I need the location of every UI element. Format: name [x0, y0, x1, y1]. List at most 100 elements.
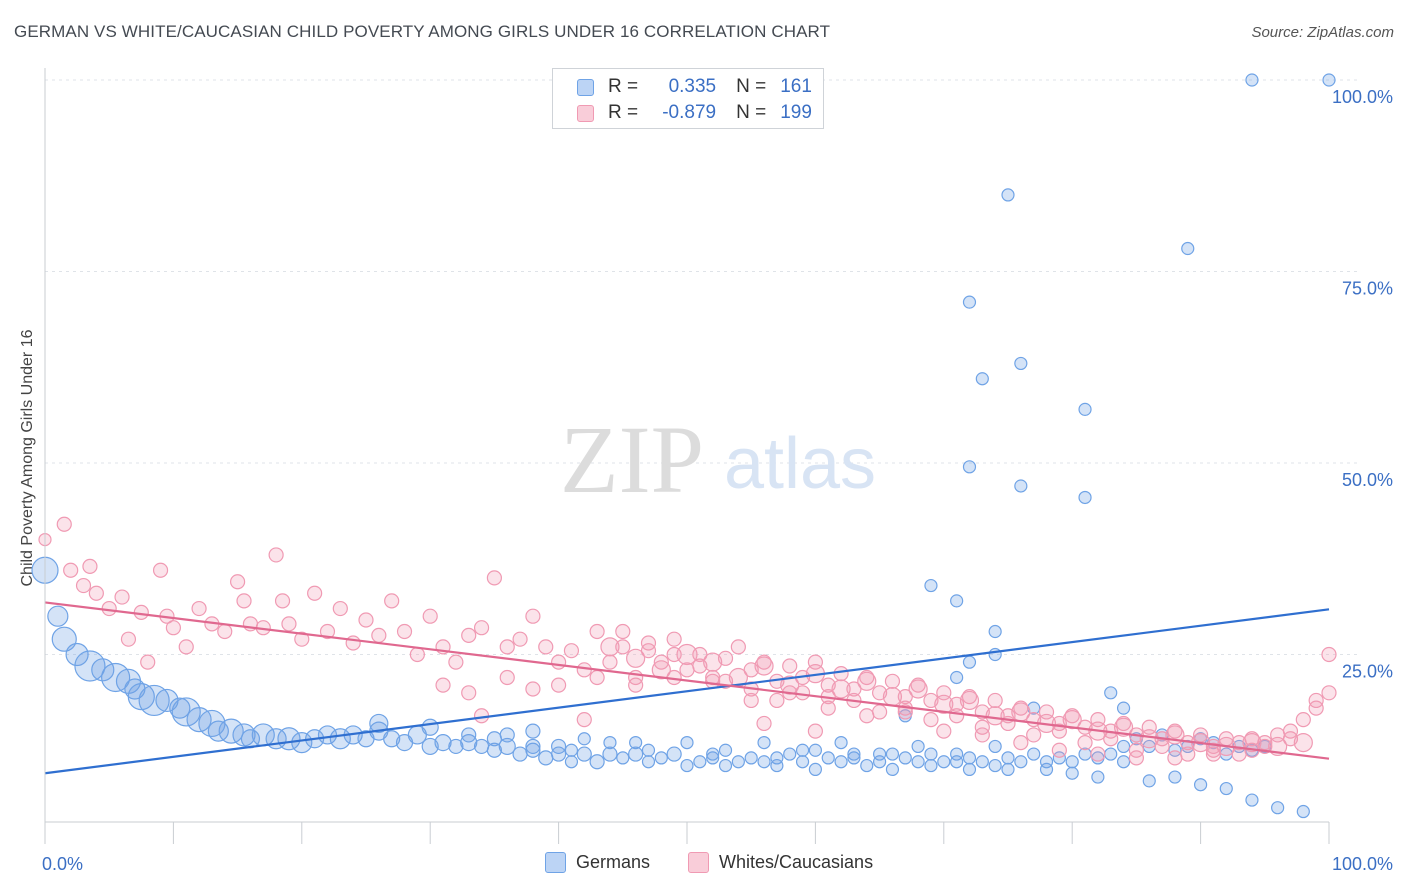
- point-whites: [1154, 738, 1170, 755]
- point-whites: [949, 708, 965, 724]
- point-germans: [1052, 751, 1066, 765]
- point-whites: [807, 723, 824, 739]
- point-whites: [512, 631, 528, 647]
- point-germans: [834, 755, 848, 769]
- point-germans: [885, 762, 900, 777]
- point-germans: [550, 738, 567, 755]
- legend-n-label: N =: [736, 76, 767, 97]
- legend-item-whites[interactable]: Whites/Caucasians: [688, 852, 873, 873]
- point-whites: [602, 654, 618, 670]
- point-germans: [731, 755, 745, 769]
- point-germans: [1091, 770, 1105, 784]
- point-whites: [191, 600, 207, 617]
- point-germans: [706, 751, 720, 765]
- point-germans: [525, 738, 541, 755]
- legend-n-value: 161: [780, 76, 812, 97]
- point-whites: [75, 577, 92, 594]
- legend-swatch-whites: [688, 852, 709, 873]
- point-whites: [422, 608, 438, 624]
- legend-r-label: R =: [608, 102, 639, 123]
- point-germans: [1104, 686, 1118, 700]
- point-germans: [962, 295, 977, 309]
- legend-swatch-germans: [577, 78, 594, 96]
- legend-item-germans[interactable]: Germans: [545, 852, 650, 873]
- point-germans: [616, 751, 630, 765]
- watermark-atlas: atlas: [724, 424, 876, 504]
- point-whites: [934, 694, 954, 714]
- point-germans: [383, 730, 401, 748]
- point-whites: [1282, 723, 1299, 739]
- point-germans: [473, 738, 490, 755]
- point-whites: [332, 600, 348, 617]
- point-germans: [589, 754, 605, 770]
- point-whites: [754, 656, 774, 676]
- point-whites: [56, 516, 72, 532]
- point-whites: [730, 639, 746, 655]
- point-germans: [207, 720, 229, 742]
- point-whites: [396, 623, 413, 640]
- trend-lines: [44, 601, 1330, 775]
- point-whites: [486, 570, 502, 586]
- point-whites: [985, 706, 1005, 726]
- point-whites: [178, 639, 194, 655]
- point-whites: [1077, 734, 1093, 751]
- point-germans: [47, 605, 69, 627]
- point-germans: [603, 735, 617, 750]
- point-whites: [1321, 646, 1337, 663]
- point-germans: [718, 758, 733, 773]
- point-germans: [564, 743, 579, 757]
- point-germans: [460, 733, 478, 752]
- point-whites: [307, 585, 323, 601]
- point-germans: [65, 642, 89, 667]
- point-germans: [988, 758, 1002, 773]
- point-germans: [74, 650, 106, 682]
- point-whites: [133, 604, 149, 620]
- point-whites: [859, 708, 875, 724]
- point-germans: [898, 751, 912, 765]
- trend-line-germans: [44, 608, 1330, 775]
- point-whites: [756, 654, 772, 670]
- point-germans: [1271, 801, 1285, 815]
- point-germans: [950, 755, 964, 769]
- point-germans: [576, 746, 592, 762]
- point-whites: [461, 685, 477, 701]
- point-whites: [82, 558, 98, 575]
- point-whites: [1113, 717, 1134, 737]
- point-whites: [897, 689, 913, 705]
- point-germans: [962, 762, 977, 777]
- point-whites: [319, 623, 336, 640]
- point-whites: [165, 620, 181, 636]
- point-germans: [680, 758, 694, 773]
- point-germans: [924, 758, 938, 773]
- point-whites: [281, 616, 297, 632]
- point-whites: [884, 673, 901, 689]
- point-germans: [577, 732, 591, 746]
- point-germans: [706, 747, 720, 761]
- point-whites: [268, 547, 284, 563]
- point-whites: [640, 643, 657, 659]
- point-whites: [1205, 746, 1222, 762]
- legend-r-value: 0.335: [668, 76, 717, 97]
- axes: [44, 68, 1330, 844]
- point-whites: [756, 715, 772, 732]
- point-whites: [1295, 712, 1311, 728]
- point-germans: [770, 751, 784, 765]
- point-germans: [602, 746, 618, 762]
- point-germans: [564, 755, 579, 769]
- legend-n-value: 199: [780, 102, 812, 123]
- point-germans: [421, 718, 439, 736]
- point-whites: [576, 712, 592, 728]
- point-germans: [680, 735, 694, 750]
- legend-label-whites: Whites/Caucasians: [719, 852, 874, 872]
- point-germans: [1116, 755, 1131, 769]
- point-whites: [782, 658, 798, 674]
- legend-row-whites: R = -0.879 N = 199: [577, 101, 812, 125]
- point-whites: [859, 669, 875, 686]
- point-whites: [974, 727, 990, 743]
- point-germans: [911, 739, 925, 754]
- point-whites: [525, 681, 541, 697]
- legend-r-label: R =: [608, 76, 639, 97]
- point-whites: [1293, 732, 1313, 753]
- point-germans: [885, 747, 900, 761]
- legend-row-germans: R = 0.335 N = 161: [577, 75, 812, 99]
